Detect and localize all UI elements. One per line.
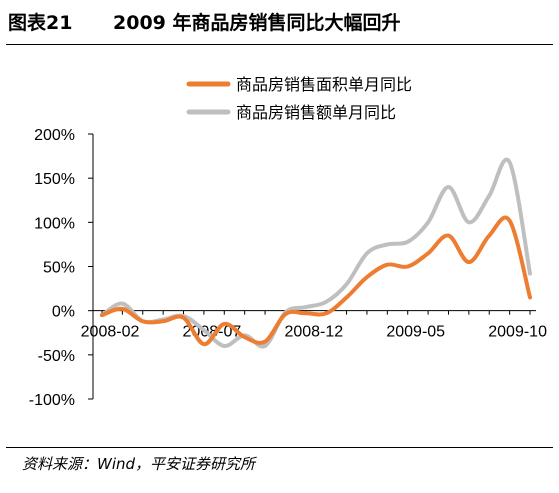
x-tick-label: 2008-02 — [81, 324, 140, 341]
y-tick-label: 100% — [34, 215, 75, 232]
y-tick-label: 50% — [43, 260, 75, 277]
y-tick-label: -50% — [38, 348, 75, 365]
series-line-area — [100, 215, 532, 347]
x-tick-label: 2009-05 — [386, 324, 445, 341]
y-tick-label: 0% — [52, 304, 75, 321]
legend-label-amount: 商品房销售额单月同比 — [236, 103, 396, 122]
source-note: 资料来源：Wind，平安证券研究所 — [22, 455, 256, 473]
chart-title: 2009 年商品房销售同比大幅回升 — [113, 12, 401, 34]
title-divider — [6, 44, 553, 45]
x-tick-label: 2009-10 — [488, 324, 547, 341]
y-tick-label: -100% — [29, 392, 75, 409]
y-tick-label: 150% — [34, 171, 75, 188]
y-tick-label: 200% — [34, 127, 75, 144]
figure-header: 图表21 2009 年商品房销售同比大幅回升 — [0, 0, 559, 44]
x-tick-label: 2008-12 — [284, 324, 343, 341]
source-divider — [6, 447, 553, 448]
figure-label: 图表21 — [8, 12, 73, 34]
legend-label-area: 商品房销售面积单月同比 — [236, 75, 412, 94]
